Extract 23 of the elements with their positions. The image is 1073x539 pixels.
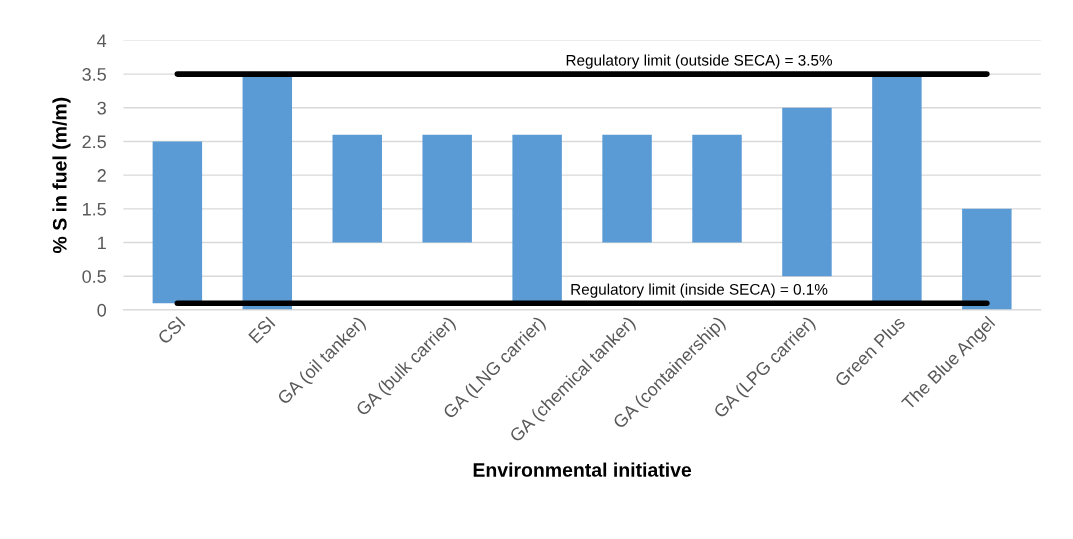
y-tick-label: 1 [98,236,106,250]
bar [242,74,293,310]
x-axis-title: Environmental initiative [473,462,692,477]
ref-line-label: Regulatory limit (outside SECA) = 3.5% [566,54,833,69]
y-tick-label: 4 [97,34,107,47]
y-axis-title: % S in fuel (m/m) [52,97,71,254]
bar [422,134,472,243]
bar [152,141,203,304]
x-tick-label: CSI [157,316,186,345]
y-tick-label: 3 [97,101,106,115]
y-tick-label: 0.5 [82,270,106,283]
bar [692,134,742,243]
y-tick-label: 3.5 [82,68,106,81]
bar [962,208,1012,310]
bar [332,134,382,243]
ref-line-label: Regulatory limit (inside SECA) = 0.1% [571,283,828,298]
bar [782,107,832,277]
x-tick-label: ESI [248,316,276,344]
y-tick-label: 0 [97,303,107,317]
y-tick-label: 2.5 [82,135,106,149]
y-tick-label: 2 [97,169,106,182]
bar [602,134,652,243]
y-tick-label: 1.5 [83,202,106,216]
